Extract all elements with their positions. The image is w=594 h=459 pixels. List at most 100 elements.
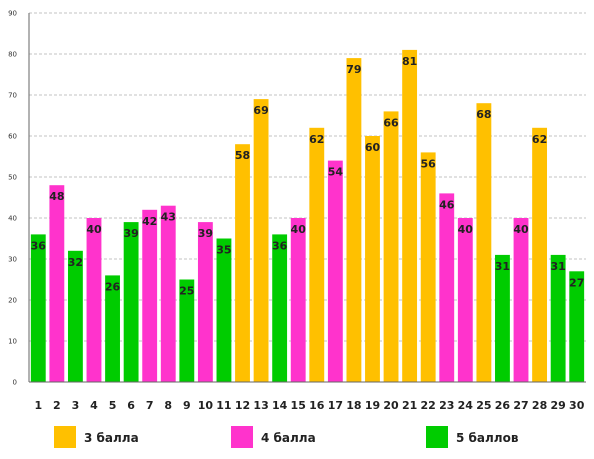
data-label: 62	[309, 133, 324, 146]
bar	[532, 127, 548, 382]
data-label: 54	[328, 166, 344, 179]
bar	[67, 250, 83, 382]
legend-swatch	[426, 426, 448, 448]
bar	[235, 144, 250, 382]
x-tick-label: 21	[402, 399, 417, 412]
x-tick-label: 6	[127, 399, 135, 412]
data-label: 26	[105, 280, 121, 293]
y-tick-label: 50	[8, 174, 17, 182]
data-label: 27	[569, 276, 584, 289]
data-label: 56	[421, 157, 437, 170]
x-tick-label: 15	[291, 399, 306, 412]
y-tick-label: 10	[8, 338, 17, 346]
bar	[402, 49, 418, 383]
x-tick-label: 7	[146, 399, 154, 412]
bar	[105, 275, 120, 382]
data-label: 25	[179, 285, 194, 298]
x-tick-label: 13	[253, 399, 268, 412]
x-tick-label: 9	[183, 399, 191, 412]
data-label: 39	[123, 227, 138, 240]
bar	[179, 279, 195, 382]
x-tick-label: 11	[216, 399, 231, 412]
bar	[495, 254, 510, 382]
data-label: 40	[513, 223, 529, 236]
data-label: 43	[161, 211, 176, 224]
x-tick-label: 2	[53, 399, 61, 412]
legend-swatch	[231, 426, 253, 448]
x-tick-label: 3	[72, 399, 80, 412]
bar	[383, 111, 399, 383]
bar	[142, 209, 158, 382]
x-tick-label: 28	[532, 399, 547, 412]
bar	[420, 152, 436, 382]
bar	[346, 58, 362, 382]
bar	[457, 218, 473, 382]
x-tick-label: 16	[309, 399, 325, 412]
bar	[86, 218, 102, 382]
y-tick-label: 70	[8, 92, 17, 100]
data-label: 31	[495, 260, 510, 273]
data-label: 66	[383, 116, 399, 129]
data-label: 42	[142, 215, 157, 228]
bar	[253, 99, 269, 382]
data-label: 69	[253, 104, 268, 117]
y-axis-ticks: 0 10 20 30 40 50 60 70 80 90	[8, 10, 17, 387]
data-label: 68	[476, 108, 491, 121]
data-label: 40	[458, 223, 474, 236]
bar	[123, 222, 139, 382]
y-tick-label: 90	[8, 10, 17, 18]
bar	[49, 185, 65, 382]
x-tick-label: 12	[235, 399, 250, 412]
legend: 3 балла 4 балла 5 баллов	[54, 426, 519, 448]
x-tick-label: 30	[569, 399, 585, 412]
x-tick-label: 29	[550, 399, 565, 412]
data-label: 35	[216, 244, 231, 257]
data-label: 48	[49, 190, 64, 203]
x-tick-label: 8	[164, 399, 172, 412]
x-tick-label: 5	[109, 399, 117, 412]
y-tick-label: 30	[8, 256, 17, 264]
bar	[216, 238, 232, 382]
y-tick-label: 40	[8, 215, 17, 223]
y-tick-label: 60	[8, 133, 17, 141]
data-label: 36	[31, 239, 47, 252]
bar	[197, 222, 213, 382]
legend-swatch	[54, 426, 76, 448]
x-tick-label: 20	[383, 399, 399, 412]
x-axis-ticks: 1 2 3 4 5 6 7 8 9 10 11 12 13 14 15 16 17 18 19 20 21 22 23 24 2…	[34, 399, 584, 412]
grid-lines	[29, 12, 586, 342]
x-tick-label: 22	[421, 399, 436, 412]
bar	[513, 218, 529, 382]
bar	[309, 127, 325, 382]
x-tick-label: 10	[198, 399, 214, 412]
data-label: 81	[402, 55, 417, 68]
data-label: 31	[550, 260, 565, 273]
legend-label: 3 балла	[84, 431, 139, 445]
x-tick-label: 14	[272, 399, 288, 412]
bar	[30, 234, 46, 382]
x-tick-label: 25	[476, 399, 491, 412]
y-tick-label: 0	[13, 379, 17, 387]
legend-label: 5 баллов	[456, 431, 519, 445]
x-tick-label: 4	[90, 399, 98, 412]
x-tick-label: 19	[365, 399, 380, 412]
x-tick-label: 24	[458, 399, 474, 412]
x-tick-label: 17	[328, 399, 343, 412]
x-tick-label: 18	[346, 399, 361, 412]
bar	[569, 271, 585, 382]
bar	[550, 254, 566, 382]
data-label: 46	[439, 198, 455, 211]
bar	[365, 136, 380, 382]
data-label: 32	[68, 256, 83, 269]
legend-label: 4 балла	[261, 431, 316, 445]
y-tick-label: 80	[8, 51, 17, 59]
x-tick-label: 1	[34, 399, 42, 412]
bar	[160, 205, 176, 382]
bar	[327, 160, 343, 382]
bars	[30, 49, 585, 383]
y-tick-label: 20	[8, 297, 17, 305]
x-tick-label: 23	[439, 399, 454, 412]
data-label: 60	[365, 141, 381, 154]
